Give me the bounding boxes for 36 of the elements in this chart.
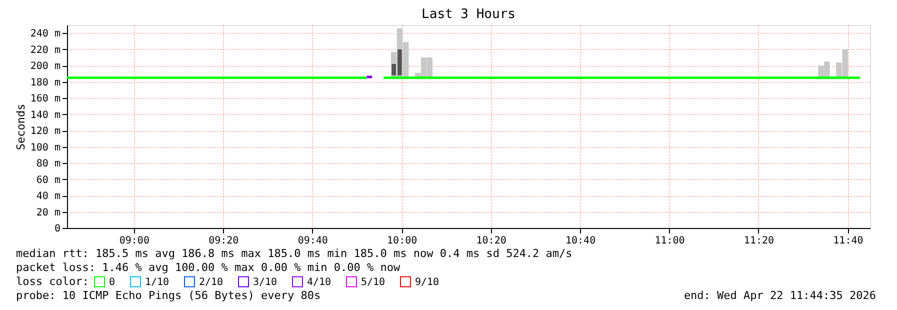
text: probe: 10 ICMP Echo Pings (56 Bytes) every 80s [16,289,321,302]
y-tick-label: 80 m [36,158,60,170]
y-tick-label: 0 [54,224,60,234]
x-tick-label: 09:40 [298,236,328,246]
legend-label: 4/10 [307,276,332,288]
chart-title: Last 3 Hours [422,7,516,22]
y-tick-label: 100 m [30,142,60,154]
x-tick-label: 11:20 [744,236,774,246]
y-tick-label: 220 m [30,44,60,56]
x-tick-label: 10:20 [476,236,506,246]
y-tick-label: 240 m [30,28,60,40]
text: end: Wed Apr 22 11:44:35 2026 [684,289,876,302]
x-tick-label: 09:20 [208,236,239,246]
legend-label: 5/10 [361,276,386,288]
legend-title: loss color: [16,275,89,288]
x-tick-label: 11:00 [654,236,685,246]
legend-label: 9/10 [415,276,440,288]
text: packet loss: 1.46 % avg 100.00 % max 0.00 % min 0.00 % now [16,261,400,274]
x-tick-label: 11:40 [833,236,864,246]
text: median rtt: 185.5 ms avg 186.8 ms max 185.0 ms min 185.0 ms now 0.4 ms sd 524.2 am/s [16,247,572,260]
y-tick-label: 200 m [30,61,60,72]
x-tick-label: 10:40 [565,236,596,246]
y-tick-label: 160 m [30,94,60,105]
y-axis-title: Seconds [14,104,28,150]
x-tick-label: 09:00 [119,236,150,246]
legend-label: 3/10 [253,276,278,288]
y-tick-label: 20 m [36,207,60,218]
legend-label: 2/10 [199,276,224,288]
y-tick-label: 140 m [30,110,60,121]
y-tick-label: 180 m [30,77,60,88]
legend-label: 0 [109,276,116,288]
x-tick-label: 10:00 [387,236,418,246]
y-tick-label: 120 m [30,126,60,138]
y-tick-label: 40 m [36,191,60,202]
legend-label: 1/10 [145,276,170,288]
y-tick-label: 60 m [36,174,60,186]
